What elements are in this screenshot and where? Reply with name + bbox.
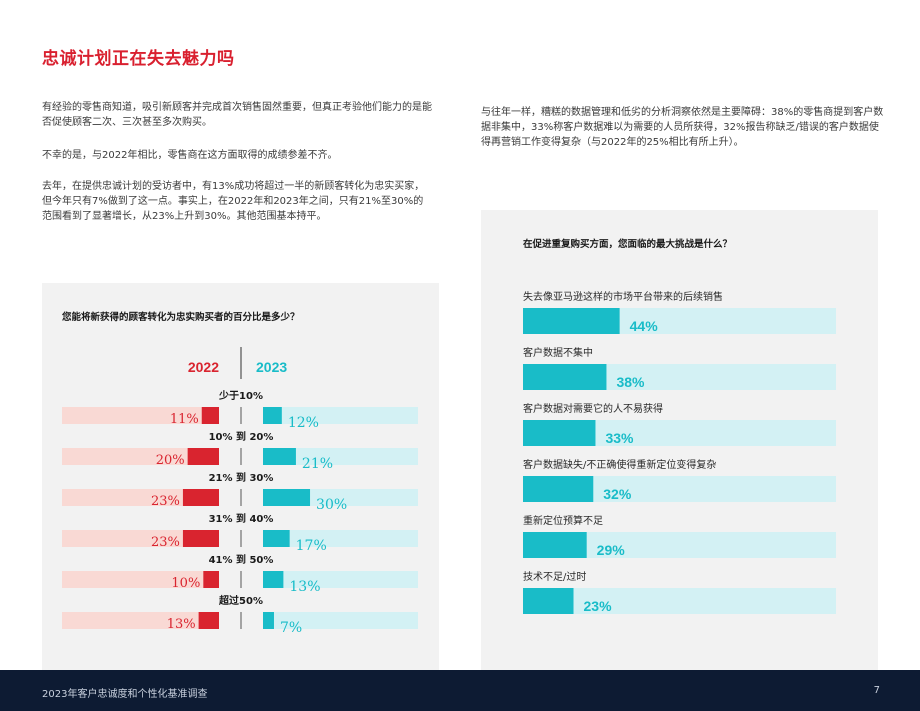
- challenge-bar: [523, 420, 596, 446]
- challenge-value-label: 29%: [597, 542, 626, 558]
- challenge-value-label: 33%: [605, 430, 634, 446]
- category-label: 31% 到 40%: [209, 512, 274, 525]
- track-2022: [62, 612, 219, 629]
- challenge-bar: [523, 532, 587, 558]
- bar-2023: [263, 489, 311, 506]
- bar-2022: [198, 612, 219, 629]
- challenge-value-label: 38%: [616, 374, 645, 390]
- challenge-label: 重新定位预算不足: [523, 514, 603, 527]
- track-2022: [62, 571, 219, 588]
- page-title: 忠诚计划正在失去魅力吗: [42, 49, 235, 69]
- challenge-label: 失去像亚马逊这样的市场平台带来的后续销售: [523, 290, 723, 303]
- legend-2023: 2023: [256, 359, 287, 375]
- challenge-bar: [523, 308, 620, 334]
- bar-2023: [263, 407, 282, 424]
- obstacles-paragraph: 与往年一样，糟糕的数据管理和低劣的分析洞察依然是主要障碍：38%的零售商提到客户…: [481, 107, 884, 148]
- bar-2022: [187, 448, 219, 465]
- bar-2022: [182, 489, 219, 506]
- mixed-results-paragraph: 不幸的是，与2022年相比，零售商在这方面取得的成绩参差不齐。: [42, 150, 338, 161]
- intro-paragraph: 有经验的零售商知道，吸引新顾客并完成首次销售固然重要，但真正考验他们能力的是能否…: [42, 102, 432, 128]
- category-label: 21% 到 30%: [209, 471, 274, 484]
- challenges-chart-question: 在促进重复购买方面，您面临的最大挑战是什么？: [523, 239, 733, 250]
- footer-title: 2023年客户忠诚度和个性化基准调查: [42, 689, 208, 700]
- value-label-2023: 17%: [296, 538, 327, 554]
- bar-2023: [263, 612, 274, 629]
- track-2023: [263, 407, 418, 424]
- category-label: 41% 到 50%: [209, 553, 274, 566]
- challenge-value-label: 32%: [603, 486, 632, 502]
- category-label: 少于10%: [218, 389, 263, 402]
- challenge-label: 客户数据不集中: [523, 346, 593, 359]
- conversion-chart-panel: 您能将新获得的顾客转化为忠实购买者的百分比是多少？ 2022 2023 少于10% 1…: [42, 283, 439, 670]
- conversion-chart: 2022 2023 少于10% 11% 12% 10% 到 20% 20% 21% 21% 到 …: [62, 347, 418, 636]
- value-label-2023: 12%: [288, 415, 319, 431]
- challenge-label: 技术不足/过时: [523, 570, 586, 583]
- value-label-2022: 23%: [151, 535, 180, 550]
- value-label-2023: 30%: [316, 497, 347, 513]
- page-number: 7: [873, 685, 880, 696]
- value-label-2022: 11%: [170, 412, 199, 427]
- challenge-bar: [523, 476, 594, 502]
- category-label: 超过50%: [218, 594, 263, 607]
- category-label: 10% 到 20%: [209, 430, 274, 443]
- challenges-chart-panel: 在促进重复购买方面，您面临的最大挑战是什么？ 失去像亚马逊这样的市场平台带来的后…: [481, 210, 878, 670]
- track-2023: [263, 571, 418, 588]
- challenge-label: 客户数据缺失/不正确使得重新定位变得复杂: [523, 458, 716, 471]
- track-2023: [263, 612, 418, 629]
- challenge-bar: [523, 364, 607, 390]
- challenge-label: 客户数据对需要它的人不易获得: [523, 402, 663, 415]
- legend-2022: 2022: [188, 359, 219, 375]
- challenges-chart: 失去像亚马逊这样的市场平台带来的后续销售 44% 客户数据不集中 38% 客户数据对需要…: [523, 290, 836, 614]
- value-label-2023: 13%: [289, 579, 320, 595]
- challenge-value-label: 23%: [584, 598, 613, 614]
- challenge-value-label: 44%: [630, 318, 659, 334]
- bar-2022: [182, 530, 219, 547]
- track-2022: [62, 448, 219, 465]
- bar-2022: [203, 571, 219, 588]
- value-label-2022: 10%: [171, 576, 200, 591]
- track-2023: [263, 448, 418, 465]
- track-2022: [62, 489, 219, 506]
- bar-2023: [263, 571, 284, 588]
- challenge-track: [523, 588, 836, 614]
- loyalty-stats-paragraph: 去年，在提供忠诚计划的受访者中，有13%成功将超过一半的新顾客转化为忠实买家，但…: [42, 181, 425, 222]
- bar-2022: [201, 407, 219, 424]
- value-label-2023: 21%: [302, 456, 333, 472]
- track-2023: [263, 530, 418, 547]
- value-label-2022: 13%: [167, 617, 196, 632]
- challenge-bar: [523, 588, 574, 614]
- value-label-2023: 7%: [280, 620, 302, 636]
- bar-2023: [263, 448, 296, 465]
- conversion-chart-question: 您能将新获得的顾客转化为忠实购买者的百分比是多少？: [62, 312, 300, 323]
- footer-bar: 2023年客户忠诚度和个性化基准调查 7: [0, 670, 920, 711]
- bar-2023: [263, 530, 290, 547]
- value-label-2022: 23%: [151, 494, 180, 509]
- track-2022: [62, 530, 219, 547]
- track-2022: [62, 407, 219, 424]
- value-label-2022: 20%: [156, 453, 185, 468]
